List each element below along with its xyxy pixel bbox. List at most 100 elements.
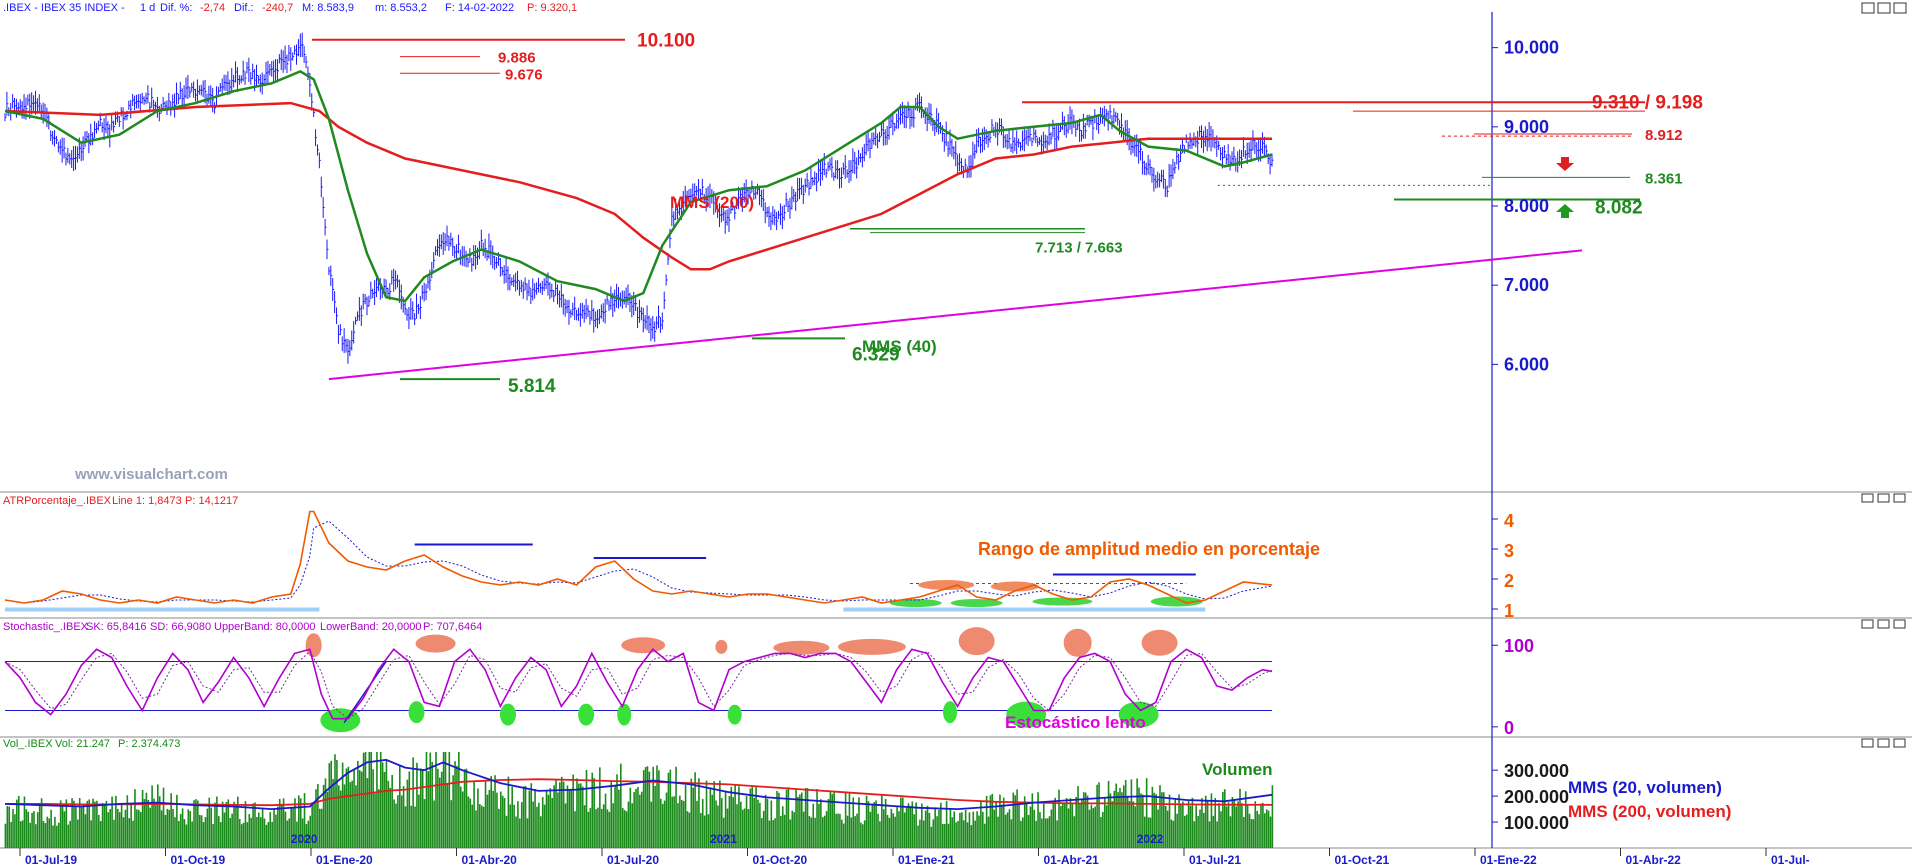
volume-bar bbox=[318, 808, 321, 848]
price-bars bbox=[4, 32, 1274, 364]
volume-bar bbox=[233, 801, 235, 848]
volume-bar bbox=[679, 795, 681, 848]
volume-bar bbox=[459, 786, 462, 848]
volume-bar bbox=[134, 789, 136, 848]
panel-close-icon bbox=[1893, 738, 1906, 748]
volume-bar bbox=[802, 811, 805, 848]
volume-bar bbox=[900, 797, 902, 848]
volume-bar bbox=[217, 816, 220, 848]
volume-bar bbox=[288, 818, 291, 848]
volume-bar bbox=[810, 817, 813, 848]
volume-bar bbox=[578, 783, 580, 848]
volume-bar bbox=[661, 803, 664, 848]
volume-bar bbox=[797, 796, 799, 848]
volume-bar bbox=[240, 824, 243, 848]
volume-bar bbox=[764, 794, 767, 848]
volume-bar bbox=[471, 804, 473, 848]
volume-bar bbox=[174, 817, 176, 848]
volume-bar bbox=[296, 821, 298, 848]
close-icon[interactable] bbox=[1893, 2, 1907, 14]
volume-bar bbox=[530, 783, 533, 848]
volume-bar bbox=[221, 801, 224, 848]
volume-bar bbox=[621, 808, 624, 848]
volume-bar bbox=[568, 789, 571, 848]
volume-bar bbox=[894, 816, 896, 848]
time-tick-label: 01-Ene-22 bbox=[1480, 853, 1537, 867]
volume-bar bbox=[703, 815, 706, 848]
volume-bar bbox=[200, 815, 203, 848]
volume-panel: Vol_.IBEX Vol: 21.247 P: 2.374.473 Volum… bbox=[3, 738, 1731, 848]
volume-bar bbox=[1267, 810, 1270, 848]
volume-bar bbox=[406, 779, 409, 848]
volume-bar bbox=[482, 806, 485, 848]
volume-bar bbox=[339, 790, 342, 848]
volume-bar bbox=[974, 820, 976, 848]
volume-bar bbox=[599, 767, 601, 848]
volume-bar bbox=[1067, 808, 1070, 848]
volume-bar bbox=[252, 803, 254, 848]
volume-bar bbox=[768, 820, 771, 848]
volume-bar bbox=[639, 794, 641, 848]
volume-bar bbox=[351, 780, 353, 848]
volume-bar bbox=[1136, 778, 1138, 848]
volume-bar bbox=[1187, 800, 1190, 848]
volume-bar bbox=[1201, 798, 1203, 848]
volume-bar bbox=[1122, 785, 1125, 848]
volume-bar bbox=[648, 771, 651, 848]
volume-bar bbox=[637, 786, 639, 848]
volume-bar bbox=[787, 787, 790, 848]
volume-bar bbox=[833, 792, 835, 848]
volume-bar bbox=[924, 810, 927, 848]
main-header: .IBEX - IBEX 35 INDEX - 1 d Dif. %: -2,7… bbox=[3, 2, 577, 14]
volume-bar bbox=[713, 781, 715, 848]
volume-bar bbox=[1170, 819, 1173, 848]
volume-bar bbox=[301, 818, 304, 848]
volume-bar bbox=[1271, 785, 1274, 848]
mms40-line bbox=[4, 70, 1273, 303]
panel-restore-icon bbox=[1877, 619, 1890, 629]
volume-bar bbox=[547, 794, 550, 848]
atr-signal-line bbox=[4, 520, 1273, 604]
time-axis: 01-Jul-19 01-Oct-19 01-Ene-20 01-Abr-20 01-J… bbox=[19, 848, 1810, 867]
volume-bar bbox=[1145, 778, 1148, 848]
volume-bar bbox=[193, 800, 195, 848]
volume-bar bbox=[423, 799, 426, 848]
volume-bar bbox=[216, 796, 218, 848]
volume-bar bbox=[1250, 819, 1253, 848]
volume-bar bbox=[501, 795, 504, 848]
volume-bar bbox=[12, 808, 14, 848]
restore-icon[interactable] bbox=[1877, 2, 1891, 14]
volume-bar bbox=[299, 798, 302, 848]
volume-bar bbox=[355, 785, 357, 848]
volume-bar bbox=[753, 797, 755, 848]
level-label: 10.100 bbox=[637, 31, 695, 52]
volume-bar bbox=[528, 790, 531, 848]
volume-bar bbox=[1210, 793, 1213, 848]
atr-tick-label: 3 bbox=[1504, 541, 1514, 561]
window-controls-main[interactable] bbox=[1861, 2, 1907, 14]
volume-bar bbox=[294, 798, 296, 848]
volume-bar bbox=[311, 802, 313, 848]
vol-ma20-label: MMS (20, volumen) bbox=[1568, 778, 1722, 797]
atr-header-p: P: 14,1217 bbox=[185, 495, 238, 507]
volume-bar bbox=[829, 791, 832, 848]
volume-bar bbox=[360, 771, 363, 848]
volume-bar bbox=[320, 808, 323, 848]
volume-bar bbox=[1121, 792, 1123, 848]
volume-bar bbox=[97, 814, 100, 848]
minimize-icon[interactable] bbox=[1861, 2, 1875, 14]
volume-bar bbox=[844, 792, 847, 848]
volume-bar bbox=[210, 807, 212, 848]
volume-bar bbox=[553, 785, 555, 848]
stochastic-panel: Stochastic_.IBEX SK: 65,8416 SD: 66,9080… bbox=[3, 621, 1534, 738]
volume-bar bbox=[524, 786, 527, 848]
price-tick-label: 7.000 bbox=[1504, 275, 1549, 295]
stoch-oversold bbox=[727, 704, 742, 725]
volume-bar bbox=[17, 795, 20, 848]
volume-bar bbox=[539, 816, 542, 848]
volume-bar bbox=[145, 792, 148, 848]
volume-bar bbox=[1109, 793, 1112, 848]
volume-bar bbox=[137, 809, 140, 848]
volume-bar bbox=[101, 803, 104, 848]
volume-bar bbox=[808, 816, 811, 848]
